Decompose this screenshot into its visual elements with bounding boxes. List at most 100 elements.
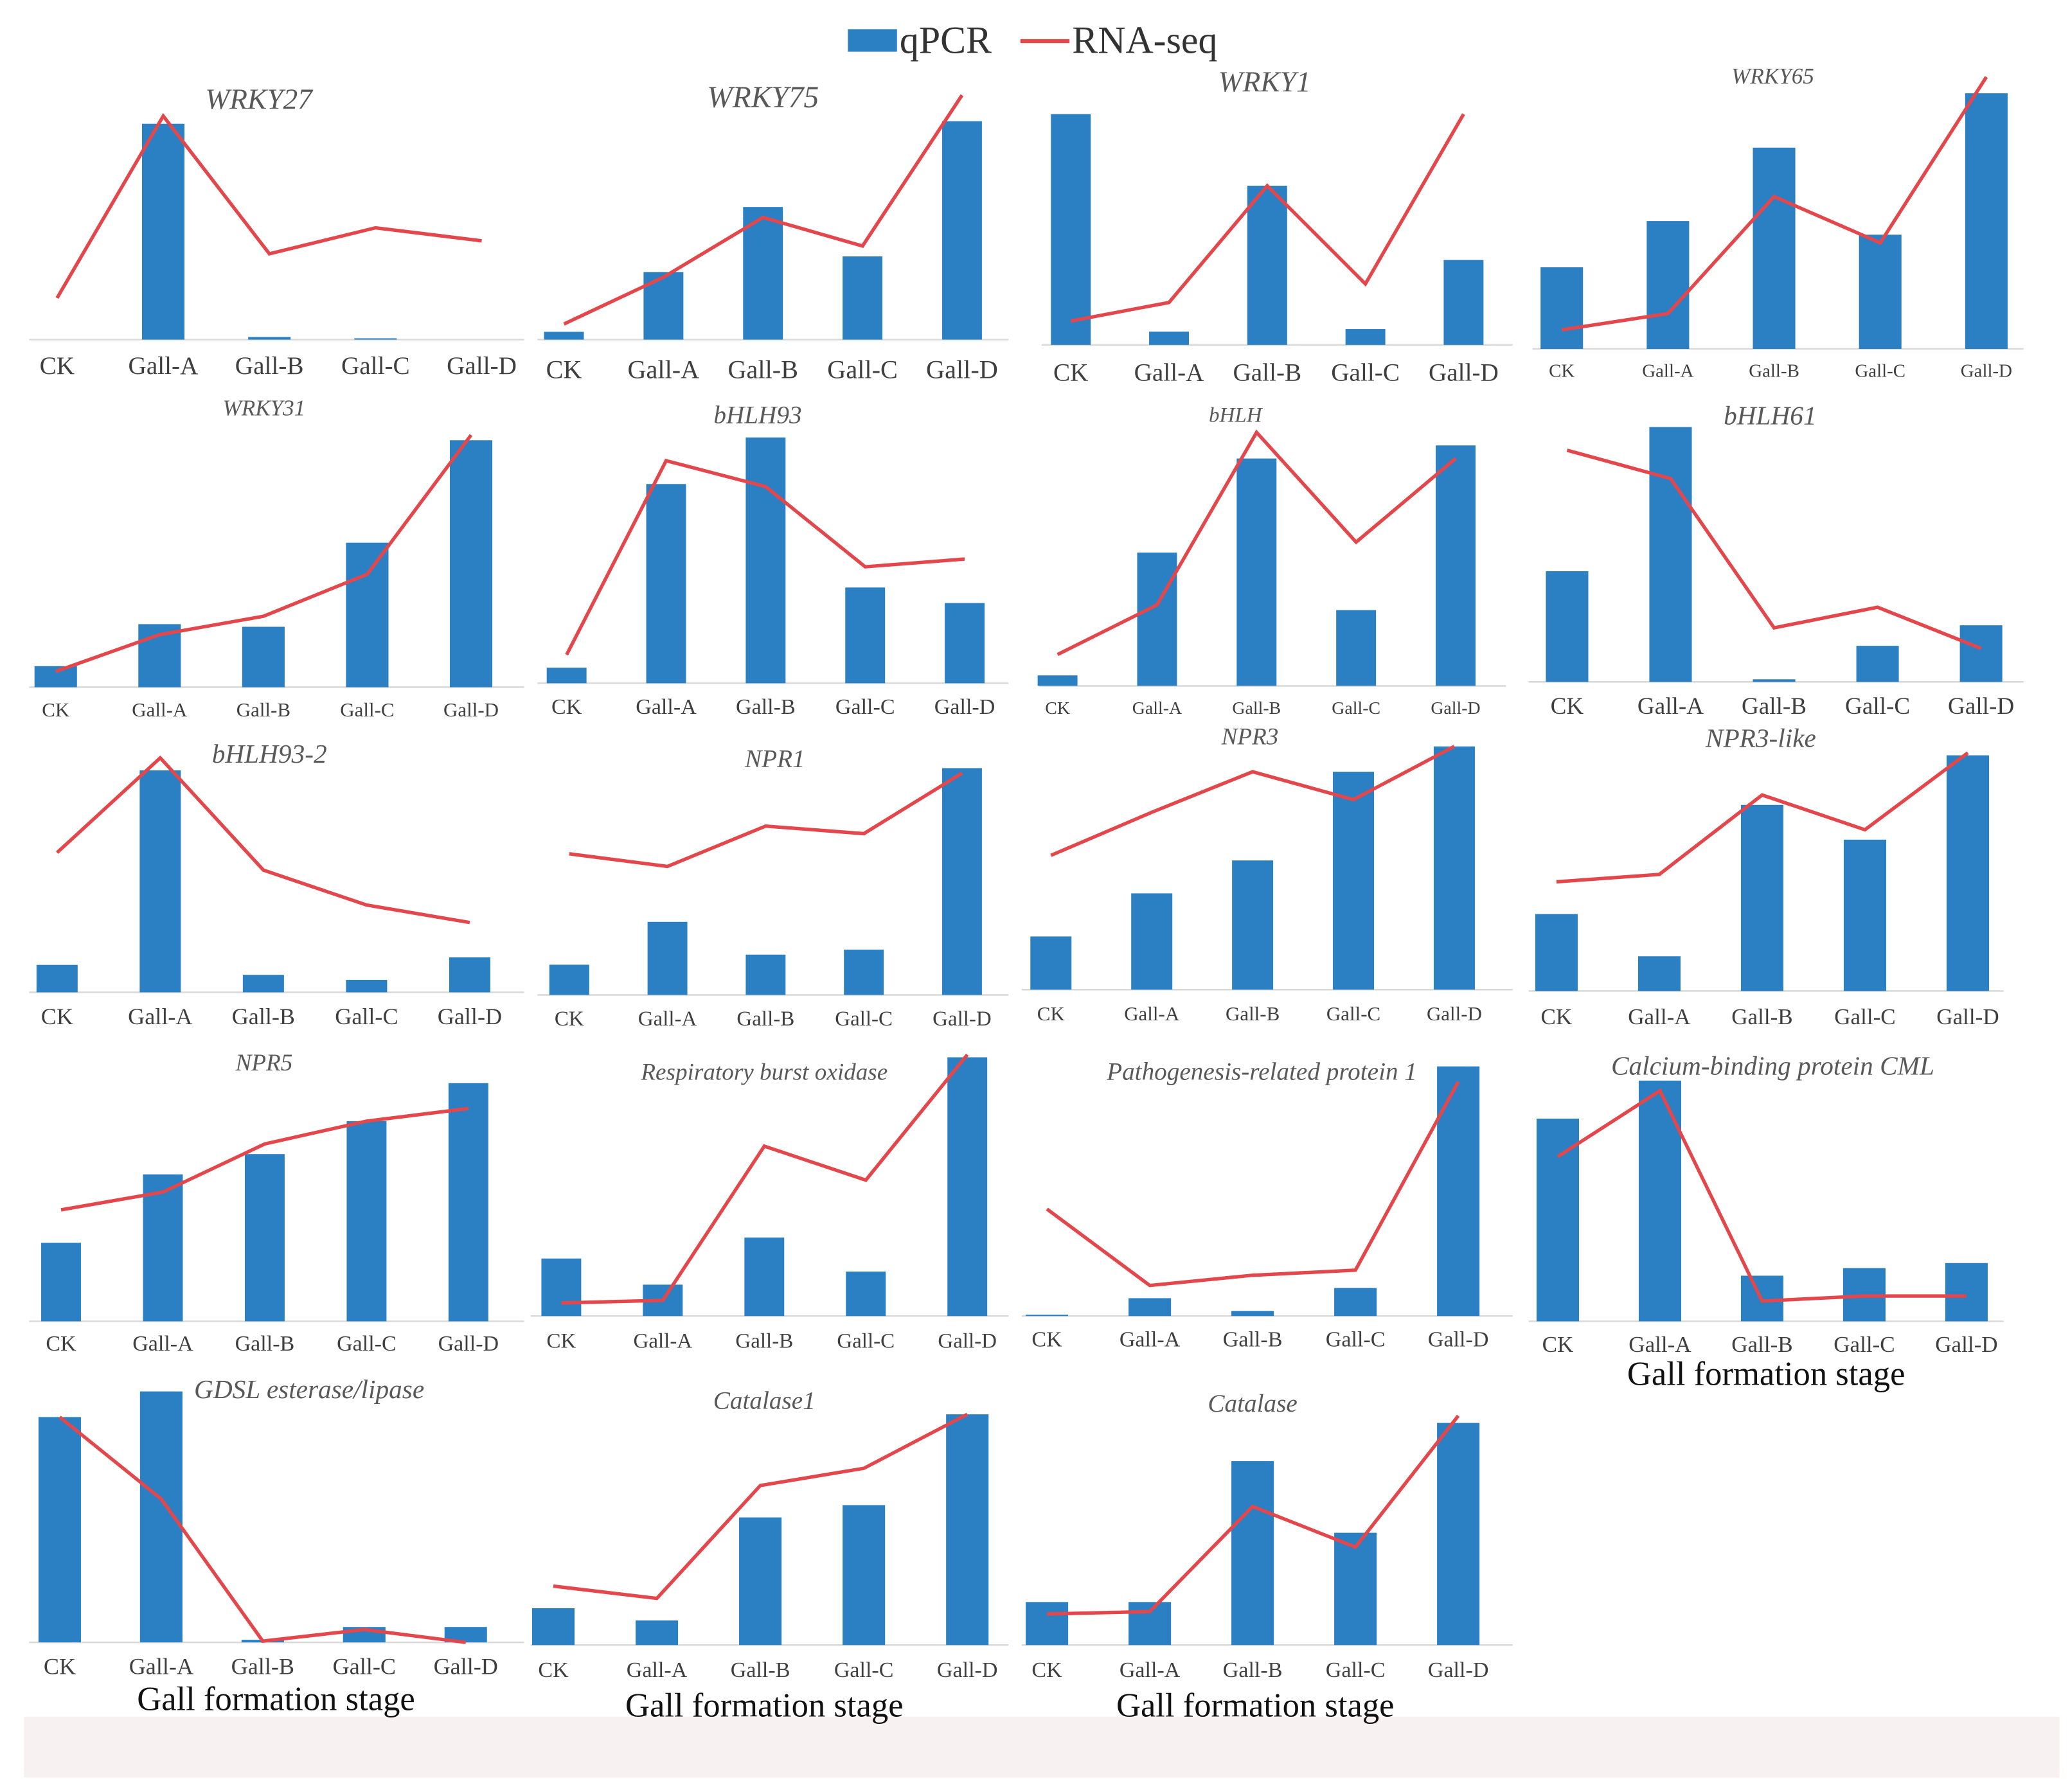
qpcr-bar	[941, 121, 982, 340]
chart-panel: Respiratory burst oxidase CK Gall-A Gall-B G…	[530, 1053, 1009, 1353]
x-tick-label: Gall-A	[1628, 1004, 1691, 1029]
x-tick-label: Gall-D	[1429, 359, 1499, 387]
chart-panel: bHLH CK Gall-A Gall-B Gall-C Gall-D	[1037, 404, 1506, 718]
x-tick-label: Gall-B	[231, 1654, 294, 1680]
x-tick-label: Gall-D	[1935, 1332, 1997, 1357]
chart-title: Catalase1	[713, 1387, 816, 1415]
rnaseq-line	[1057, 429, 1457, 657]
rnaseq-line	[565, 458, 965, 656]
x-tick-label: CK	[1031, 1658, 1062, 1682]
rnaseq-line	[1050, 745, 1456, 857]
x-tick-label: Gall-B	[1731, 1004, 1792, 1029]
x-tick-label: Gall-C	[1326, 1658, 1386, 1682]
qpcr-bar	[1946, 755, 1990, 991]
qpcr-bar	[1232, 860, 1274, 990]
qpcr-bar	[945, 603, 985, 684]
chart-title: NPR3	[1221, 723, 1279, 750]
x-tick-label: CK	[546, 355, 582, 384]
x-tick-label: Gall-C	[1326, 1328, 1386, 1352]
x-tick-label: Gall-A	[627, 1658, 688, 1682]
x-tick-label: Gall-A	[128, 1004, 192, 1029]
qpcr-bar	[544, 332, 584, 340]
x-tick-label: Gall-D	[1948, 693, 2014, 720]
x-tick-label: CK	[40, 352, 75, 380]
qpcr-bar	[1536, 1118, 1580, 1322]
legend-qpcr-label: qPCR	[900, 19, 992, 62]
qpcr-bar	[1336, 610, 1377, 686]
rnaseq-line	[569, 772, 963, 869]
qpcr-bar	[1236, 458, 1277, 686]
chart-panel: NPR1 CK Gall-A Gall-B Gall-C Gall-D	[537, 745, 1009, 1031]
rnaseq-line	[58, 1415, 467, 1644]
x-tick-label: Gall-C	[1326, 1002, 1380, 1025]
chart-title: bHLH93-2	[212, 739, 327, 768]
x-tick-label: Gall-D	[1961, 360, 2012, 381]
qpcr-bar	[541, 1258, 582, 1317]
rnaseq-line	[553, 1412, 968, 1601]
chart-title: WRKY27	[205, 83, 314, 115]
qpcr-bar	[41, 1243, 81, 1322]
legend: qPCR RNA-seq	[848, 19, 1217, 62]
chart-grid: WRKY27 CK Gall-A Gall-B Gall-C Gall-D WRKY75 CK…	[29, 64, 2024, 1725]
chart-title: bHLH	[1209, 404, 1263, 427]
chart-panel: bHLH93 CK Gall-A Gall-B Gall-C Gall-D	[537, 402, 1009, 719]
x-tick-label: Gall-A	[1132, 698, 1182, 718]
chart-panel: WRKY31 CK Gall-A Gall-B Gall-C Gall-D	[29, 395, 524, 721]
chart-title: NPR3-like	[1705, 723, 1816, 752]
x-tick-label: CK	[1542, 1332, 1574, 1357]
x-tick-label: CK	[546, 1330, 576, 1353]
x-tick-label: Gall-A	[638, 1007, 697, 1031]
x-tick-label: Gall-C	[834, 1658, 894, 1682]
x-tick-label: CK	[44, 1654, 76, 1680]
rnaseq-line	[1046, 1081, 1460, 1288]
x-tick-label: Gall-D	[926, 355, 998, 384]
chart-panel: WRKY65 CK Gall-A Gall-B Gall-C Gall-D	[1532, 64, 2024, 381]
x-tick-label: Gall-C	[337, 1332, 397, 1356]
x-tick-label: Gall-D	[937, 1658, 998, 1682]
x-tick-label: Gall-A	[132, 698, 188, 721]
qpcr-bar	[242, 975, 284, 993]
qpcr-bar	[244, 1154, 285, 1322]
qpcr-bar	[1965, 93, 2008, 350]
chart-title: WRKY65	[1731, 64, 1814, 89]
x-axis-title: Gall formation stage	[1116, 1687, 1395, 1725]
legend-rnaseq-label: RNA-seq	[1072, 19, 1217, 62]
x-tick-label: Gall-D	[1428, 1658, 1489, 1682]
qpcr-bar	[1037, 675, 1078, 686]
qpcr-bar	[346, 542, 389, 688]
rnaseq-line	[55, 755, 470, 925]
qpcr-bar	[743, 207, 783, 340]
qpcr-bar	[1334, 1532, 1377, 1646]
chart-title: WRKY75	[707, 81, 819, 114]
x-tick-label: Gall-A	[1120, 1658, 1181, 1682]
x-tick-label: CK	[41, 1004, 73, 1029]
qpcr-bar	[845, 587, 886, 684]
x-tick-label: Gall-A	[627, 355, 699, 384]
qpcr-bar	[1345, 329, 1386, 345]
x-tick-label: Gall-B	[232, 1004, 295, 1029]
qpcr-bar	[1129, 1602, 1172, 1646]
x-tick-label: Gall-A	[129, 1654, 193, 1680]
chart-panel: bHLH61 CK Gall-A Gall-B Gall-C Gall-D	[1528, 401, 2024, 720]
x-tick-label: Gall-D	[438, 1332, 499, 1356]
x-tick-label: Gall-A	[1120, 1328, 1181, 1352]
x-tick-label: Gall-C	[1331, 359, 1400, 387]
qpcr-bar	[1843, 839, 1887, 991]
qpcr-bar	[1740, 804, 1783, 991]
qpcr-bar	[1437, 1423, 1480, 1646]
qpcr-bar	[1753, 147, 1796, 350]
rnaseq-line	[1070, 113, 1465, 323]
x-tick-label: Gall-A	[1642, 360, 1693, 381]
qpcr-bar	[744, 1238, 785, 1317]
rnaseq-line	[563, 94, 964, 326]
qpcr-bar	[1649, 427, 1692, 682]
x-tick-label: Gall-C	[341, 352, 410, 380]
x-tick-label: Gall-D	[438, 1004, 502, 1029]
qpcr-bar	[1945, 1263, 1988, 1322]
x-tick-label: Gall-A	[129, 352, 199, 380]
x-axis-title: Gall formation stage	[625, 1687, 904, 1725]
x-tick-label: Gall-B	[1731, 1332, 1792, 1357]
qpcr-bar	[139, 770, 181, 993]
footer-band	[24, 1716, 2060, 1778]
x-tick-label: Gall-A	[634, 1330, 693, 1353]
